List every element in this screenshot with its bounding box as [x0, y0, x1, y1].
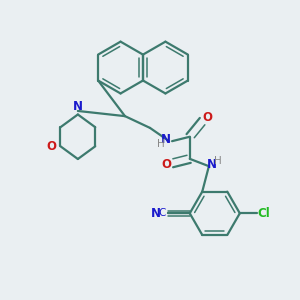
Text: Cl: Cl — [257, 207, 270, 220]
Text: O: O — [203, 111, 213, 124]
Text: O: O — [162, 158, 172, 171]
Text: N: N — [161, 133, 171, 146]
Text: N: N — [151, 207, 161, 220]
Text: N: N — [73, 100, 83, 113]
Text: C: C — [159, 208, 166, 218]
Text: H: H — [157, 139, 165, 149]
Text: O: O — [46, 140, 56, 153]
Text: N: N — [207, 158, 217, 171]
Text: H: H — [214, 156, 222, 166]
